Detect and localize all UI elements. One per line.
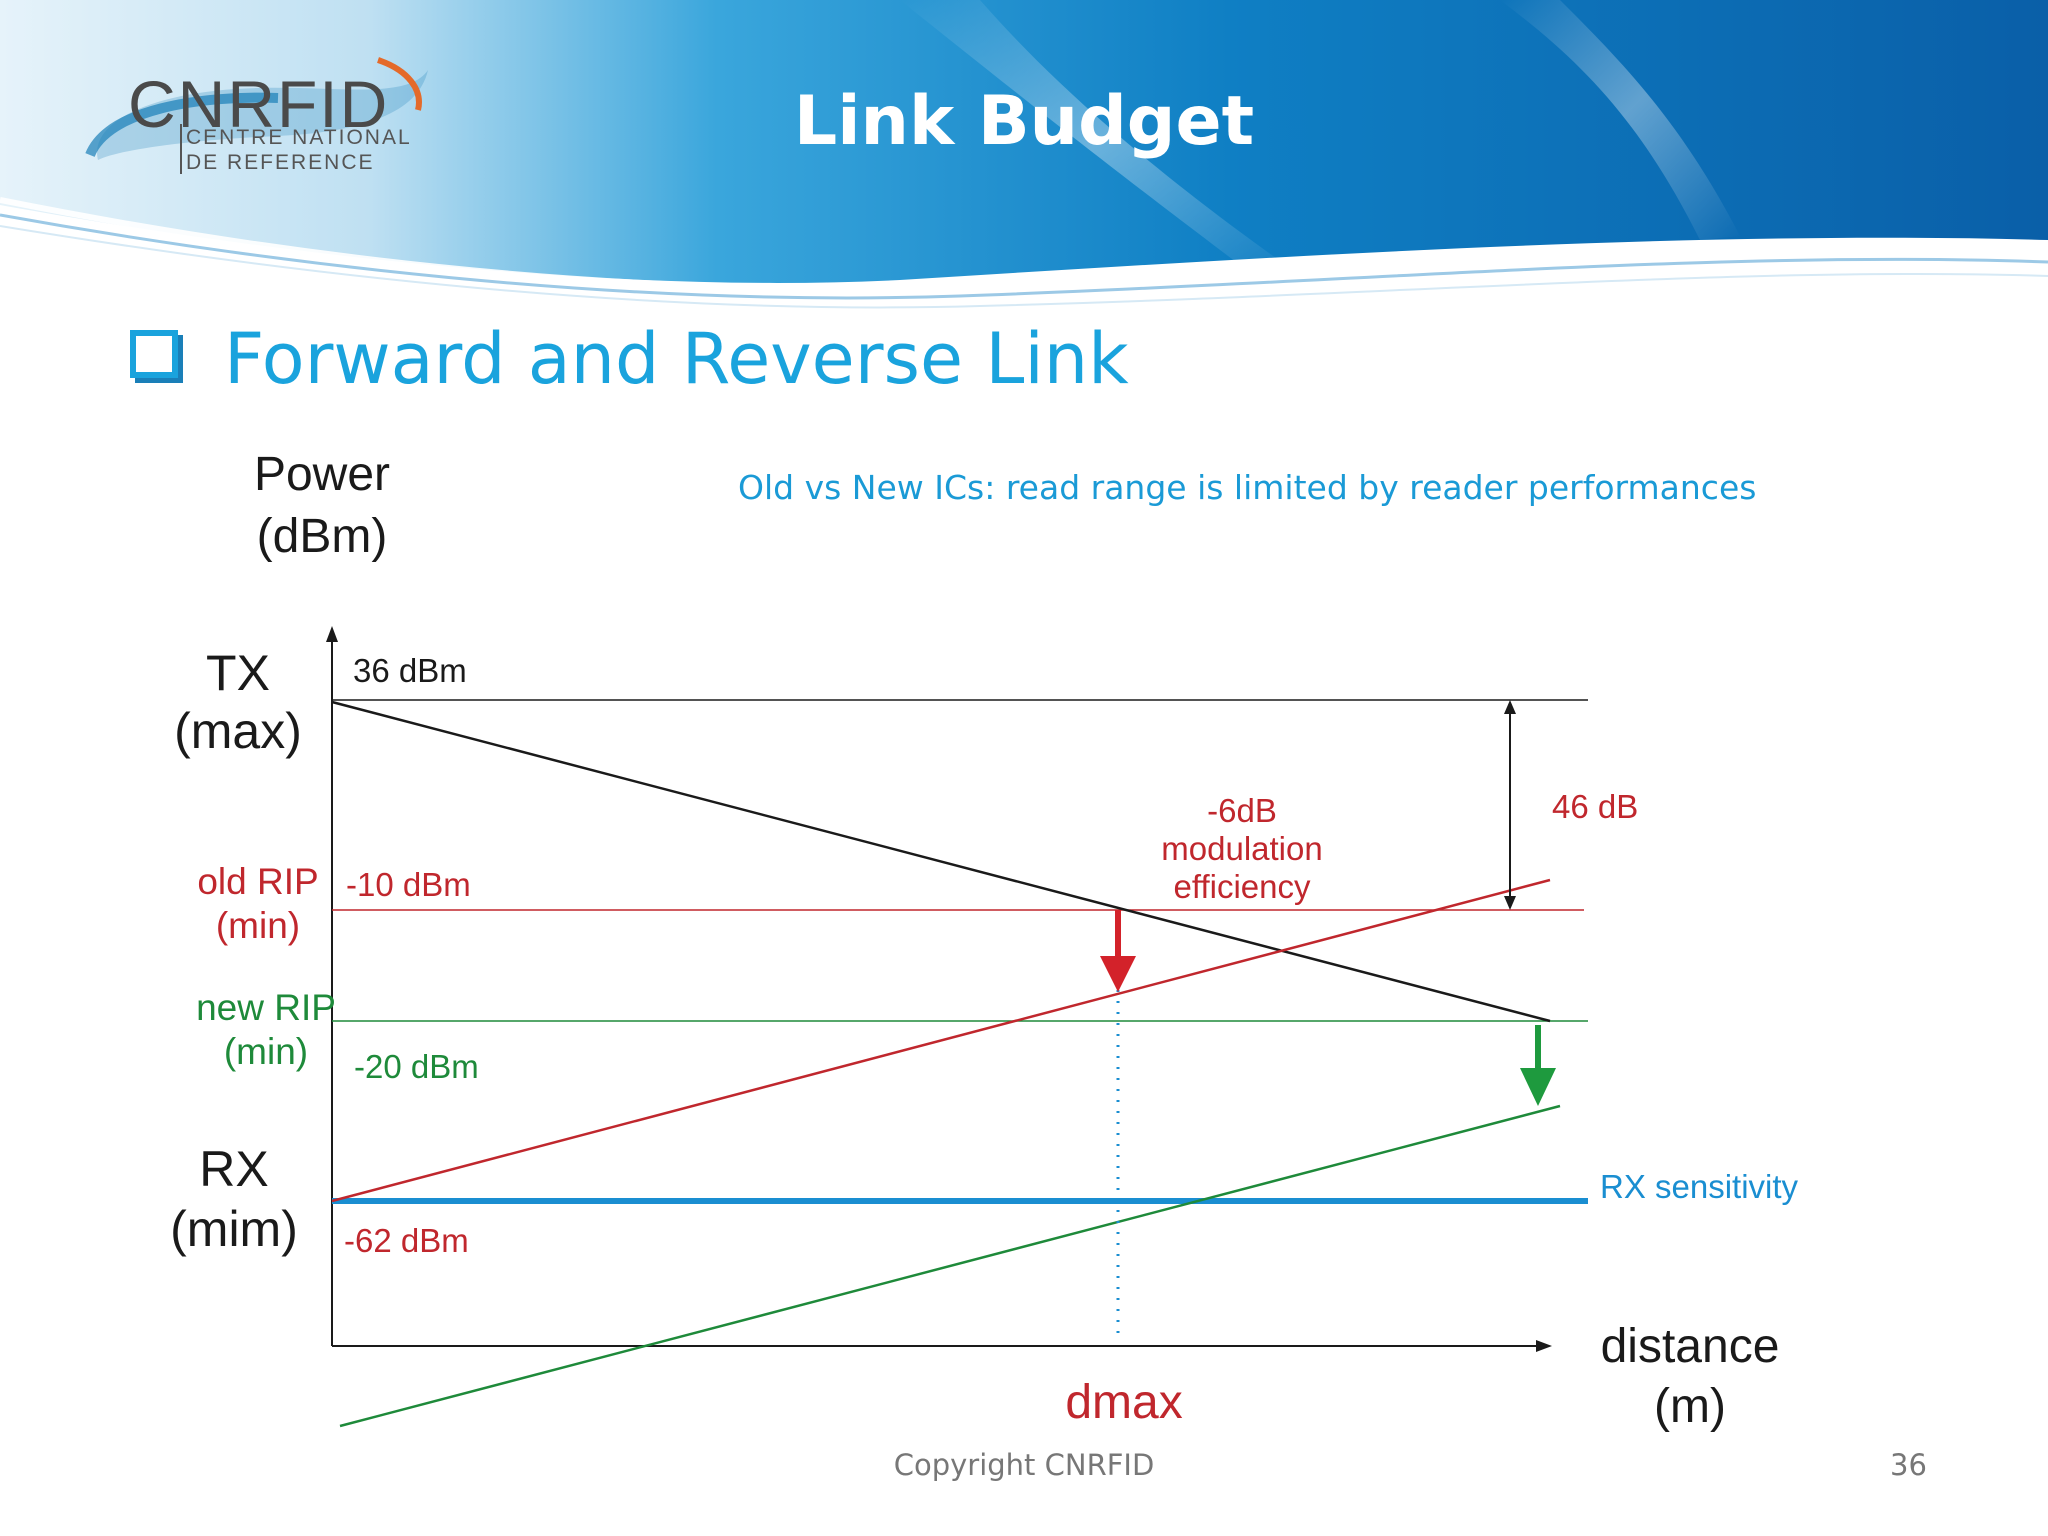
old-rip-label-2: (min) [216,905,300,946]
logo-divider [180,124,182,174]
logo-wordmark: CNRFID [128,67,390,141]
old-reverse-link-line [331,878,1551,1203]
header-banner [0,0,2048,309]
range-46db-label: 46 dB [1552,788,1638,825]
old-rip-value: -10 dBm [346,866,471,903]
dmax-label: dmax [1065,1376,1182,1429]
tx-value: 36 dBm [353,652,467,689]
y-axis-title-2: (dBm) [257,510,388,563]
rx-label-1: RX [199,1141,268,1197]
green-down-arrow-icon [1520,1068,1556,1106]
forward-link-line [331,700,1551,1023]
x-axis-title-2: (m) [1654,1380,1726,1433]
modulation-label-1: -6dB [1207,792,1277,829]
logo-line-2: DE REFERENCE [186,151,375,174]
range-arrow-down-icon [1504,896,1516,910]
old-rip-label-1: old RIP [197,861,318,902]
new-reverse-link-line [339,1104,1561,1428]
modulation-label-2: modulation [1161,830,1322,867]
rx-value: -62 dBm [344,1222,469,1259]
rx-sensitivity-label: RX sensitivity [1600,1168,1799,1205]
logo-line-1: CENTRE NATIONAL [186,126,412,149]
y-axis-title-1: Power [254,448,390,501]
rx-label-2: (mim) [170,1201,298,1257]
cnrfid-logo-swoosh [85,57,428,160]
x-axis-title-1: distance [1601,1320,1780,1373]
page-number: 36 [1890,1448,1927,1482]
new-rip-label-2: (min) [224,1031,308,1072]
bullet-checkbox-icon [130,330,178,378]
y-axis-arrow-icon [326,626,338,642]
new-rip-label-1: new RIP [196,987,336,1028]
new-rip-value: -20 dBm [354,1048,479,1085]
section-heading: Forward and Reverse Link [224,318,1129,400]
slide-title: Link Budget [793,82,1255,161]
x-axis-arrow-icon [1536,1340,1552,1352]
modulation-label-3: efficiency [1174,868,1311,905]
tx-label-2: (max) [174,703,302,759]
note-text: Old vs New ICs: read range is limited by… [738,468,1757,507]
red-down-arrow-icon [1100,956,1136,992]
range-arrow-up-icon [1504,700,1516,714]
copyright-footer: Copyright CNRFID [893,1448,1155,1482]
tx-label-1: TX [206,645,270,701]
